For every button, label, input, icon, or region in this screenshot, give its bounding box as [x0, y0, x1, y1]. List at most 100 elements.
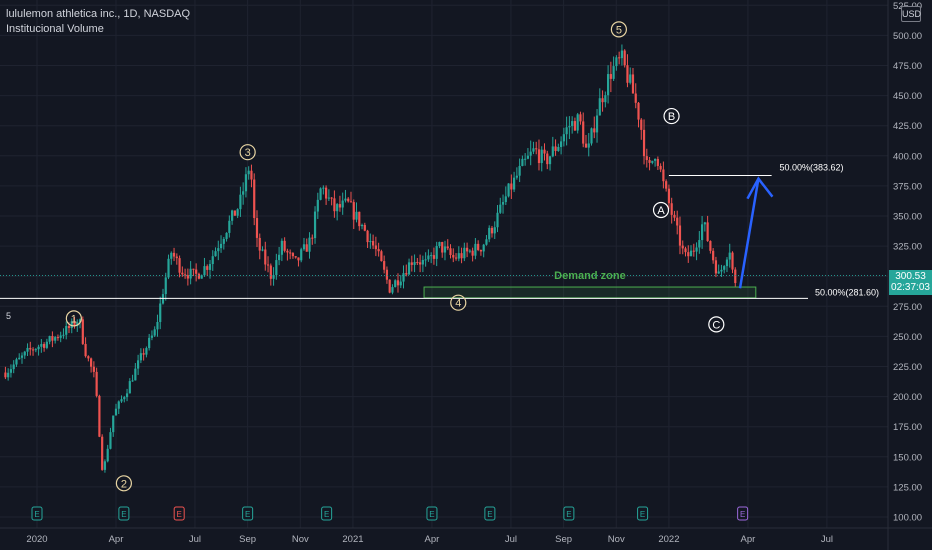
candle-body: [424, 259, 427, 261]
candle-body: [300, 249, 303, 261]
candle-body: [65, 326, 68, 335]
candle-body: [419, 262, 422, 265]
candle-body: [515, 175, 518, 178]
candle-body: [15, 359, 18, 365]
candle-body: [31, 349, 35, 351]
candle-body: [195, 269, 198, 274]
chart-title: lululemon athletica inc., 1D, NASDAQ: [6, 8, 191, 20]
candle-body: [728, 252, 731, 260]
candle-body: [460, 253, 463, 259]
candle-body: [170, 252, 173, 259]
candle-body: [101, 436, 104, 470]
wave-label-a: A: [657, 205, 665, 217]
candle-body: [454, 257, 458, 259]
earnings-marker: [563, 506, 575, 521]
candle-body: [137, 360, 140, 369]
candle-body: [330, 197, 333, 199]
candle-body: [67, 326, 71, 329]
candle-body: [601, 98, 604, 103]
candle-body: [568, 126, 571, 128]
candle-body: [449, 248, 452, 255]
candle-body: [333, 198, 336, 212]
time-tick-label: 2022: [658, 534, 679, 545]
candle-body: [407, 262, 411, 275]
candle-body: [319, 188, 322, 200]
fib-level-383-label: 50.00%(383.62): [780, 163, 844, 173]
candle-body: [391, 287, 394, 293]
candle-body: [336, 204, 339, 212]
candle-body: [123, 397, 126, 400]
candle-body: [504, 196, 507, 203]
time-axis-bg: [0, 528, 932, 550]
candle-body: [313, 211, 317, 239]
candle-body: [551, 146, 554, 157]
candle-body: [9, 369, 13, 373]
earnings-marker: [118, 506, 130, 521]
candle-body: [410, 262, 413, 265]
candle-body: [206, 266, 209, 270]
candle-body: [703, 222, 706, 225]
candle-body: [689, 250, 693, 257]
earnings-marker: [484, 506, 496, 521]
candle-body: [192, 268, 195, 270]
earnings-marker: [242, 506, 254, 521]
candle-body: [120, 399, 123, 402]
candle-body: [659, 165, 662, 170]
currency-badge[interactable]: USD: [901, 6, 921, 22]
wave-label-circle: [610, 21, 627, 38]
candle-body: [128, 381, 131, 394]
candle-body: [244, 174, 248, 192]
candle-body: [695, 247, 698, 252]
candle-body: [430, 255, 433, 257]
candle-body: [709, 241, 712, 251]
candle-body: [139, 353, 142, 361]
time-tick-label: Jul: [821, 534, 833, 545]
earnings-marker: [737, 506, 749, 521]
candle-body: [153, 329, 156, 336]
candle-body: [571, 121, 574, 127]
candle-body: [477, 243, 480, 250]
candle-body: [26, 347, 29, 352]
candle-body: [70, 321, 73, 329]
candle-body: [609, 74, 612, 79]
candle-body: [399, 281, 402, 286]
candle-body: [673, 214, 676, 218]
candle-body: [634, 93, 637, 103]
candle-body: [349, 201, 353, 203]
earnings-marker-label: E: [487, 510, 492, 519]
candle-body: [114, 408, 118, 416]
candle-body: [521, 158, 524, 166]
candle-body: [355, 211, 358, 220]
indicator-name[interactable]: Institucional Volume: [6, 23, 104, 35]
candle-body: [620, 50, 624, 59]
candle-body: [156, 321, 159, 330]
candle-body: [266, 264, 270, 266]
candle-body: [219, 243, 223, 249]
earnings-marker-label: E: [245, 510, 250, 519]
candle-body: [261, 249, 264, 251]
candle-body: [225, 232, 228, 239]
candle-body: [595, 115, 599, 133]
candle-body: [488, 227, 491, 240]
candle-body: [358, 211, 361, 227]
candle-body: [653, 158, 657, 161]
candle-body: [297, 257, 300, 261]
earnings-marker-label: E: [121, 510, 126, 519]
candle-body: [250, 170, 253, 180]
candle-body: [499, 204, 502, 213]
wave-label-c: C: [712, 319, 720, 331]
earnings-marker-label: E: [640, 510, 645, 519]
time-tick-label: Jul: [189, 534, 201, 545]
price-tick-label: 500.00: [893, 31, 922, 42]
candle-body: [584, 143, 588, 148]
candle-body: [76, 322, 79, 327]
candle-body: [526, 155, 530, 159]
wave-label-circle: [239, 144, 256, 161]
candle-body: [184, 274, 187, 276]
candle-body: [255, 218, 259, 238]
wave-label-circle: [65, 310, 82, 327]
candle-body: [311, 237, 314, 239]
candle-body: [352, 202, 355, 220]
time-tick-label: Nov: [608, 534, 625, 545]
